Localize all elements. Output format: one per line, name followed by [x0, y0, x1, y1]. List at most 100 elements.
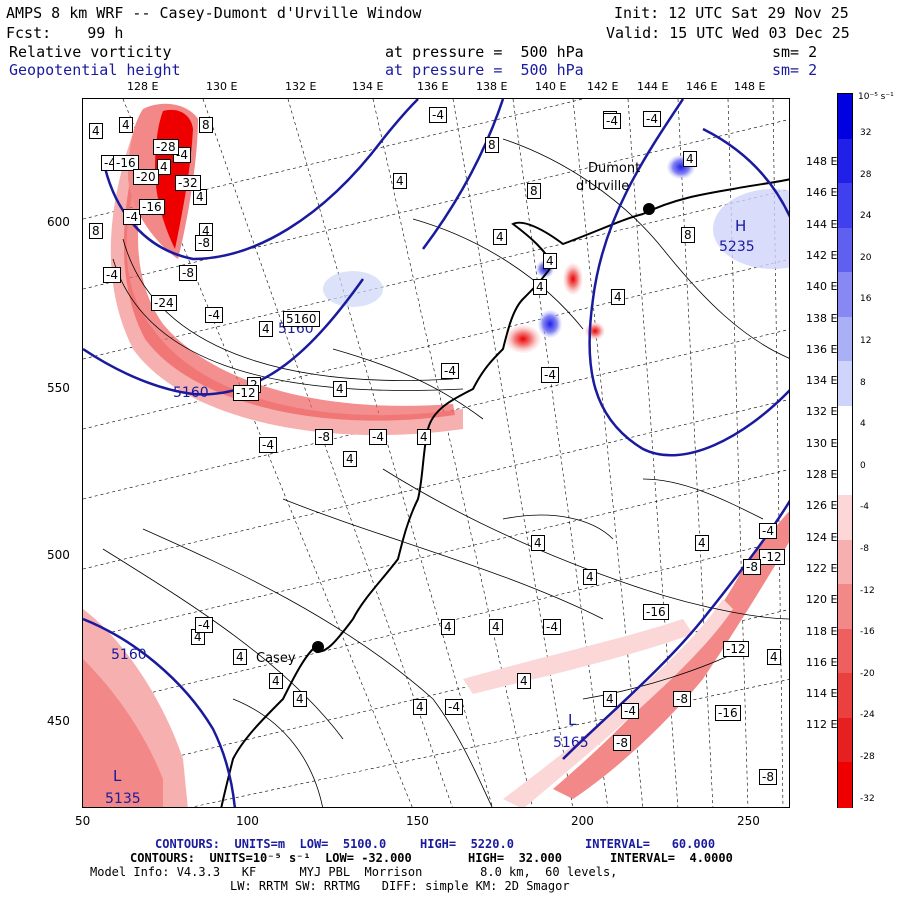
contour-value-label: -8 [759, 769, 777, 785]
colorbar-label: -28 [860, 752, 875, 762]
vorticity-positive-e [713, 189, 789, 269]
plot-title: AMPS 8 km WRF -- Casey-Dumont d'Urville … [6, 4, 422, 22]
vorticity-spot [563, 263, 583, 295]
contour-value-label: 4 [259, 321, 273, 337]
contour-value-label: -4 [621, 703, 639, 719]
colorbar-unit: 10⁻⁵ s⁻¹ [858, 92, 894, 102]
contour-value-label: 4 [413, 699, 427, 715]
colorbar-segment [838, 495, 852, 541]
colorbar-segment [838, 762, 852, 808]
height-contour-label: 5160 [111, 647, 147, 663]
y-tick: 550 [47, 381, 70, 395]
contour-value-label: -4 [445, 699, 463, 715]
contour-value-label: -4 [643, 111, 661, 127]
casey-label: Casey [256, 651, 296, 666]
contour-value-label: -4 [195, 617, 213, 633]
contour-value-label: 8 [89, 223, 103, 239]
vorticity-spot [505, 325, 541, 353]
contour-value-label: 4 [119, 117, 133, 133]
contour-value-label: 4 [393, 173, 407, 189]
colorbar-segment [838, 227, 852, 273]
right-lat-label: 114 E [806, 687, 838, 701]
colorbar-segment [838, 94, 852, 140]
contour-value-label: -12 [233, 385, 259, 401]
colorbar-label: 20 [860, 252, 872, 263]
vorticity-positive-mid [323, 271, 383, 307]
lon-label: 134 E [352, 80, 384, 93]
contour-value-label: -16 [643, 604, 669, 620]
contour-value-label: 8 [199, 117, 213, 133]
y-tick: 600 [47, 215, 70, 229]
contour-value-label: -32 [175, 175, 201, 191]
contour-value-label: 4 [343, 451, 357, 467]
dumont-station-marker[interactable] [643, 203, 655, 215]
right-lat-label: 146 E [806, 186, 838, 200]
colorbar-label: 32 [860, 128, 872, 138]
contour-value-label: 8 [681, 227, 695, 243]
colorbar-label: -20 [860, 668, 875, 679]
right-lat-label: 144 E [806, 217, 838, 231]
low-center-value: 5165 [553, 735, 589, 751]
contour-value-label: -8 [743, 559, 761, 575]
forecast-hour: Fcst: 99 h [6, 24, 124, 42]
lon-label: 130 E [206, 80, 238, 93]
colorbar-segment [838, 628, 852, 674]
contour-value-label: 4 [489, 619, 503, 635]
contour-value-label: 8 [485, 137, 499, 153]
contour-value-label: -4 [543, 619, 561, 635]
footer-vort-contours: CONTOURS: UNITS=10⁻⁵ s⁻¹ LOW= -32.000 [130, 851, 412, 865]
contour-value-label: 4 [293, 691, 307, 707]
casey-station-marker[interactable] [312, 641, 324, 653]
lon-label: 136 E [417, 80, 449, 93]
contour-value-label: -4 [603, 113, 621, 129]
footer-height-contours: CONTOURS: UNITS=m LOW= 5100.0 [155, 837, 387, 851]
low-center-value-sw: 5135 [105, 791, 141, 807]
colorbar-label: -12 [860, 585, 875, 596]
right-lat-label: 128 E [806, 468, 838, 481]
map-panel[interactable]: Casey Dumont d'Urville H 5235 L 5165 L 5… [82, 98, 790, 808]
colorbar-label: -8 [860, 544, 869, 554]
colorbar-segment [838, 361, 852, 407]
lon-label: 132 E [285, 80, 317, 93]
colorbar-segment [838, 405, 852, 451]
contour-value-label: -16 [139, 199, 165, 215]
contour-value-label: 4 [157, 159, 171, 175]
colorbar-segment [838, 138, 852, 184]
contour-value-label: -4 [123, 209, 141, 225]
height-contour-label: 5160 [173, 385, 209, 401]
contour-value-label: -8 [613, 735, 631, 751]
x-tick: 50 [75, 814, 91, 828]
contour-value-label: -16 [113, 155, 139, 171]
vorticity-band-se-outer [503, 599, 733, 807]
contour-value-label: -4 [205, 307, 223, 323]
vorticity-band-se [553, 511, 789, 799]
contour-value-label: 4 [441, 619, 455, 635]
footer-vort-interval: INTERVAL= 4.0000 [610, 851, 733, 865]
contour-value-label: -4 [259, 437, 277, 453]
field1-smoothing: sm= 2 [772, 43, 818, 61]
right-lat-label: 118 E [806, 624, 838, 638]
contour-value-label: -4 [429, 107, 447, 123]
footer-model-info: Model Info: V4.3.3 KF MYJ PBL Morrison 8… [90, 865, 618, 879]
right-lat-label: 148 E [806, 155, 838, 168]
colorbar-label: 28 [860, 169, 872, 180]
contour-value-label: 4 [695, 535, 709, 551]
lon-label: 142 E [587, 80, 619, 93]
y-tick: 450 [47, 714, 70, 728]
footer-physics: LW: RRTM SW: RRTMG DIFF: simple KM: 2D S… [230, 879, 570, 893]
high-center-value: 5235 [719, 239, 755, 255]
right-lat-label: 142 E [806, 248, 838, 262]
contour-value-label: -8 [673, 691, 691, 707]
contour-value-label: -8 [195, 235, 213, 251]
colorbar-label: 24 [860, 211, 872, 222]
field1-name: Relative vorticity [9, 43, 172, 61]
lon-label: 138 E [476, 80, 508, 93]
contour-value-label: 4 [533, 279, 547, 295]
lon-label: 140 E [535, 80, 567, 93]
right-lat-label: 116 E [806, 655, 838, 669]
contour-value-label: -28 [153, 139, 179, 155]
colorbar-label: -16 [860, 627, 875, 638]
dumont-label: Dumont [588, 161, 641, 176]
contour-value-label: 4 [269, 673, 283, 689]
x-tick: 150 [406, 814, 429, 828]
